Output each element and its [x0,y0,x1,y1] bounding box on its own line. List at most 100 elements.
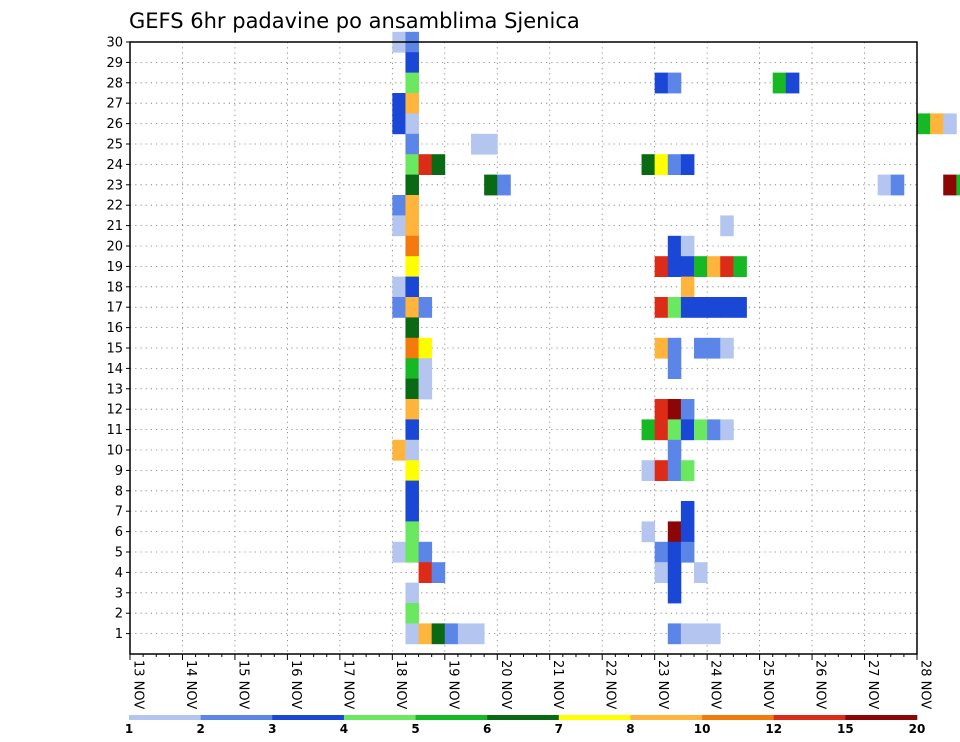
precip-cell [405,93,419,114]
precip-cell [720,297,734,318]
colorbar-label: 5 [411,722,419,736]
y-tick-label: 11 [106,423,123,438]
precip-cell [405,195,419,216]
precip-cell [667,337,682,359]
precip-cell [484,133,498,155]
colorbar-segment [487,715,560,720]
precip-cell [405,297,419,318]
precip-cell [707,419,721,441]
colorbar-segment [129,715,201,720]
precip-cell [405,460,419,481]
x-tick-label: 15 NOV [235,660,250,709]
precip-cell [917,113,931,135]
colorbar-label: 12 [765,722,782,736]
precip-cell [392,439,406,461]
precip-cell [667,256,682,277]
precip-cell [654,337,669,359]
precipitation-cells [392,31,960,645]
y-tick-label: 25 [106,138,123,153]
y-tick-label: 21 [106,219,123,234]
y-tick-label: 29 [106,56,123,71]
precip-cell [405,603,419,624]
y-tick-label: 27 [106,97,123,112]
colorbar-label: 3 [268,722,276,736]
precip-cell [680,521,695,543]
precip-cell [444,623,459,645]
precip-cell [694,419,708,441]
precip-cell [680,541,695,563]
x-tick-label: 13 NOV [131,660,146,709]
x-tick-label: 16 NOV [288,660,303,709]
precip-cell [654,72,669,94]
y-tick-label: 19 [106,260,123,275]
precip-cell [654,297,669,318]
precip-cell [405,399,419,420]
precip-cell [392,113,406,135]
precip-cell [654,562,669,583]
precip-cell [667,623,682,645]
precip-cell [418,541,433,563]
y-tick-label: 4 [115,566,123,581]
colorbar-label: 15 [837,722,854,736]
precip-cell [654,460,669,481]
precip-cell [667,582,682,604]
precip-cell [405,215,419,237]
precip-cell [667,562,682,583]
precip-cell [392,215,406,237]
precip-cell [667,521,682,543]
colorbar-segment [630,715,703,720]
y-tick-label: 7 [115,505,123,520]
precip-cell [418,562,433,583]
precip-cell [484,174,498,196]
colorbar-segment [272,715,345,720]
precip-cell [707,337,721,359]
precip-cell [418,623,433,645]
x-tick-label: 14 NOV [183,660,198,709]
precip-cell [667,358,682,379]
y-tick-label: 24 [106,158,123,173]
precip-cell [641,419,656,441]
colorbar-label: 20 [909,722,926,736]
plot-frame [129,41,918,655]
x-tick-label: 18 NOV [393,660,408,709]
precip-cell [680,235,695,257]
precip-cell [680,501,695,522]
precip-cell [405,113,419,135]
colorbar-segment [702,715,775,720]
precip-cell [431,154,446,175]
x-tick-label: 27 NOV [865,660,880,709]
precip-cell [720,419,734,441]
colorbar-segment [558,715,631,720]
y-tick-label: 13 [106,382,123,397]
grid-lines [130,41,917,654]
precip-cell [405,582,419,604]
precip-cell [405,133,419,155]
precip-cell [720,337,734,359]
precip-cell [654,399,669,420]
colorbar-segment [773,715,846,720]
precip-cell [680,154,695,175]
precip-cell [641,460,656,481]
precip-cell [943,174,957,196]
precip-cell [785,72,800,94]
y-tick-label: 16 [106,321,123,336]
precip-cell [405,235,419,257]
precip-cell [667,154,682,175]
precip-cell [405,439,419,461]
precip-cell [654,541,669,563]
y-tick-label: 10 [106,444,123,459]
precip-cell [641,154,656,175]
colorbar-segment [200,715,273,720]
precip-cell [667,460,682,481]
precip-cell [680,419,695,441]
colorbar-label: 6 [483,722,491,736]
x-tick-label: 21 NOV [550,660,565,709]
precip-cell [943,113,957,135]
precip-cell [890,174,905,196]
precip-cell [667,235,682,257]
precip-cell [694,337,708,359]
precip-cell [431,562,446,583]
x-tick-label: 24 NOV [708,660,723,709]
y-tick-label: 14 [106,362,123,377]
